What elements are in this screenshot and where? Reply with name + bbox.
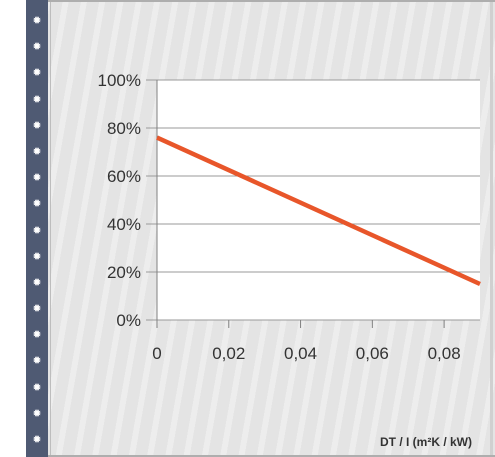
x-tick-label: 0 [152,344,161,363]
y-tick-label: 60% [107,167,141,186]
gear-icon: ✹ [32,40,42,54]
x-tick-labels: 0 0,02 0,04 0,06 0,08 [152,344,460,363]
gear-icon: ✹ [32,118,42,132]
series-layer [156,135,481,287]
gear-icon: ✹ [32,197,42,211]
gear-icon: ✹ [32,223,42,237]
gear-icon: ✹ [32,66,42,80]
gear-icon: ✹ [32,302,42,316]
gear-icon: ✹ [32,406,42,420]
x-tick-label: 0,02 [212,344,245,363]
y-tick-labels: 0% 20% 40% 60% 80% 100% [98,71,141,330]
gear-icon: ✹ [32,275,42,289]
y-tick-label: 80% [107,119,141,138]
x-tick-label: 0,06 [356,344,389,363]
series-line [156,135,481,287]
x-tick-label: 0,08 [428,344,461,363]
axes [156,80,445,328]
panel-divider [50,2,51,455]
gear-icon: ✹ [32,144,42,158]
gear-rail: ✹ ✹ ✹ ✹ ✹ ✹ ✹ ✹ ✹ ✹ ✹ ✹ ✹ ✹ ✹ ✹ ✹ [26,0,48,457]
gear-icon: ✹ [32,14,42,27]
gear-icon: ✹ [32,328,42,342]
x-axis-title: DT / I (m²K / kW) [380,435,472,449]
gear-icon: ✹ [32,92,42,106]
gear-icon: ✹ [32,354,42,368]
y-tick-label: 100% [98,71,141,90]
gear-icon: ✹ [32,249,42,263]
gear-icon: ✹ [32,433,42,446]
y-tick-label: 20% [107,263,141,282]
gear-icon: ✹ [32,380,42,394]
gridlines [146,79,480,321]
gear-icon: ✹ [32,171,42,185]
y-tick-label: 0% [116,311,141,330]
x-tick-label: 0,04 [284,344,317,363]
plot-area [157,80,480,320]
y-tick-label: 40% [107,215,141,234]
panel-edge [490,2,493,455]
